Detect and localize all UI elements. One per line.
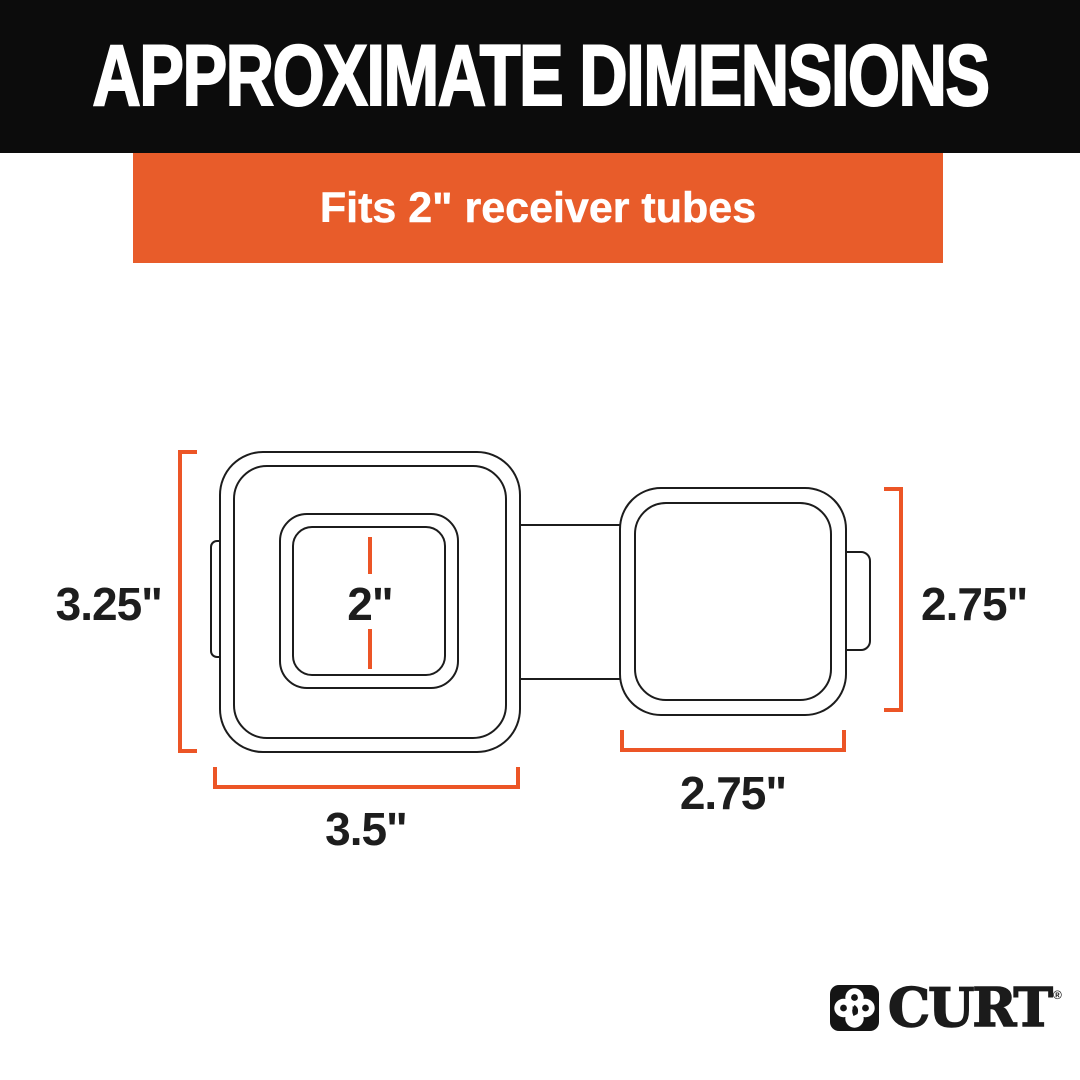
side-height-bracket-line (899, 487, 903, 712)
opening-width-label: 2" (347, 578, 393, 630)
side-view-right-tab (843, 551, 871, 651)
front-height-bracket-tick-bottom (178, 749, 197, 753)
front-height-bracket-line (178, 450, 182, 753)
front-height-bracket-tick-top (178, 450, 197, 454)
brand-wordmark: CURT (887, 977, 1053, 1039)
front-width-bracket-line (213, 785, 520, 789)
front-width-bracket-tick-left (213, 767, 217, 789)
brand-logo: CURT ® (830, 977, 1062, 1039)
side-width-bracket-tick-right (842, 730, 846, 752)
front-height-label: 3.25" (55, 578, 163, 630)
front-width-bracket-tick-right (516, 767, 520, 789)
subtitle-banner: Fits 2" receiver tubes (133, 153, 943, 263)
side-height-bracket-tick-top (884, 487, 903, 491)
opening-dash-bottom (368, 629, 372, 669)
front-width-label: 3.5" (325, 803, 408, 855)
registered-trademark-symbol: ® (1052, 988, 1062, 1002)
side-width-bracket-line (620, 748, 846, 752)
subtitle-text: Fits 2" receiver tubes (319, 183, 757, 232)
page-title: APPROXIMATE DIMENSIONS (91, 27, 990, 125)
side-height-bracket-tick-bottom (884, 708, 903, 712)
curt-cloverleaf-icon (830, 985, 879, 1031)
header-bar: APPROXIMATE DIMENSIONS (0, 0, 1080, 153)
side-width-label: 2.75" (679, 767, 787, 819)
side-height-label: 2.75" (921, 578, 1028, 630)
side-view-inner-outline (634, 502, 832, 701)
side-width-bracket-tick-left (620, 730, 624, 752)
opening-dash-top (368, 537, 372, 574)
connector-tube-outline (518, 524, 622, 680)
